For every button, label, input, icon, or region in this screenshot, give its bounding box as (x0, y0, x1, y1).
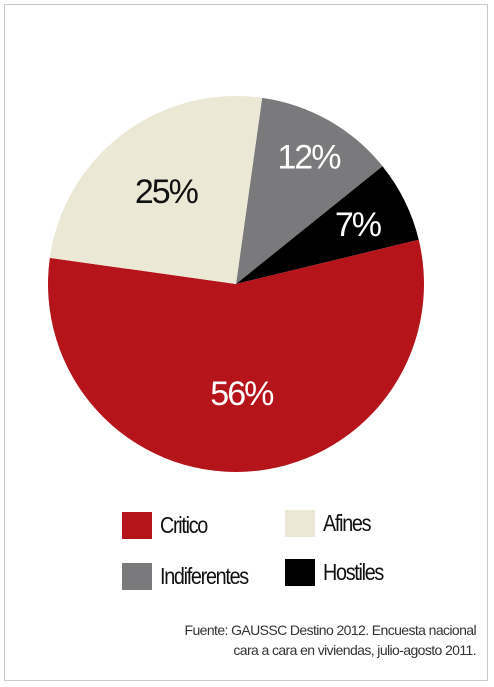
pie-slice-hostiles (236, 166, 419, 284)
source-line-1: Fuente: GAUSSC Destino 2012. Encuesta na… (184, 622, 477, 638)
pie-slice-indiferentes (236, 97, 383, 284)
slice-label-afines: 25% (135, 173, 199, 211)
pie-slice-critico (47, 239, 424, 472)
slice-label-hostiles: 7% (335, 206, 382, 244)
source-note: Fuente: GAUSSC Destino 2012. Encuesta na… (116, 620, 477, 660)
source-line-2: cara a cara en viviendas, julio-agosto 2… (233, 642, 476, 658)
slice-label-indiferentes: 12% (277, 138, 341, 176)
pie-slice-afines (49, 96, 263, 284)
slice-label-critico: 56% (210, 375, 274, 413)
